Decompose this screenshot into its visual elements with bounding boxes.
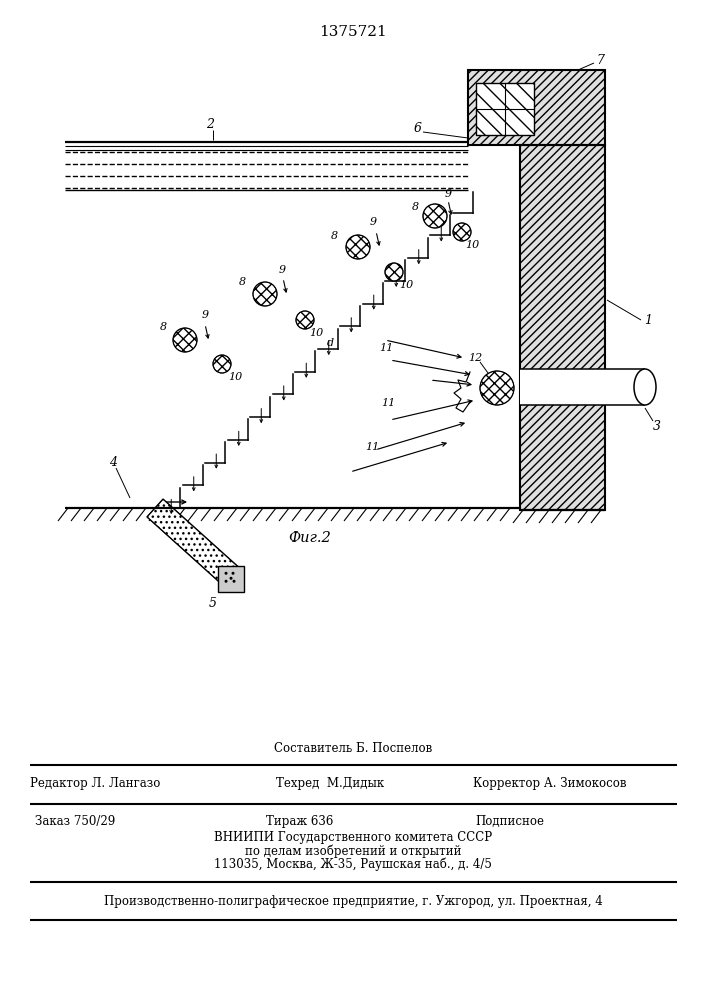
Text: Техред  М.Дидык: Техред М.Дидык [276, 778, 384, 790]
Text: 1375721: 1375721 [319, 25, 387, 39]
Text: 8: 8 [330, 231, 337, 241]
Bar [520, 145, 605, 510]
Circle shape [213, 355, 231, 373]
Circle shape [453, 223, 471, 241]
Text: 5: 5 [209, 597, 217, 610]
Text: 12: 12 [468, 353, 482, 363]
Text: Заказ 750/29: Заказ 750/29 [35, 814, 115, 828]
Text: 113035, Москва, Ж-35, Раушская наб., д. 4/5: 113035, Москва, Ж-35, Раушская наб., д. … [214, 857, 492, 871]
Bar [218, 566, 244, 592]
Text: 2: 2 [206, 118, 214, 131]
Text: 9: 9 [279, 265, 286, 275]
Bar [476, 83, 534, 135]
Circle shape [230, 577, 233, 580]
Bar [520, 145, 605, 510]
Circle shape [480, 371, 514, 405]
Text: Фиг.2: Фиг.2 [288, 531, 332, 545]
Circle shape [225, 580, 228, 583]
Text: по делам изобретений и открытий: по делам изобретений и открытий [245, 844, 461, 858]
Circle shape [346, 235, 370, 259]
Text: 8: 8 [238, 277, 245, 287]
Text: d: d [327, 338, 334, 348]
Text: 8: 8 [160, 322, 167, 332]
Text: 9: 9 [201, 310, 209, 320]
Text: 10: 10 [228, 372, 242, 382]
Text: ВНИИПИ Государственного комитета СССР: ВНИИПИ Государственного комитета СССР [214, 832, 492, 844]
Circle shape [173, 328, 197, 352]
Circle shape [253, 282, 277, 306]
Circle shape [233, 580, 235, 583]
Text: 10: 10 [465, 240, 479, 250]
Polygon shape [147, 499, 241, 587]
Text: 10: 10 [309, 328, 323, 338]
Text: 1: 1 [644, 314, 652, 326]
Text: Корректор А. Зимокосов: Корректор А. Зимокосов [473, 778, 626, 790]
Circle shape [296, 311, 314, 329]
Bar [468, 70, 605, 145]
Text: Составитель Б. Поспелов: Составитель Б. Поспелов [274, 742, 432, 756]
Text: 7: 7 [596, 53, 604, 66]
Circle shape [423, 204, 447, 228]
Ellipse shape [634, 369, 656, 405]
Text: 3: 3 [653, 420, 661, 434]
Bar [476, 83, 534, 135]
Text: 9: 9 [370, 217, 377, 227]
Circle shape [231, 572, 235, 575]
Text: 4: 4 [109, 456, 117, 468]
Text: 11: 11 [365, 442, 379, 452]
Text: 6: 6 [414, 121, 422, 134]
Bar [468, 70, 605, 145]
Text: 9: 9 [445, 189, 452, 199]
Bar [520, 369, 665, 405]
Circle shape [225, 572, 228, 575]
Circle shape [385, 263, 403, 281]
Text: 11: 11 [381, 398, 395, 408]
Text: 8: 8 [411, 202, 419, 212]
Text: 10: 10 [399, 280, 413, 290]
Text: 11: 11 [379, 343, 393, 353]
Text: Производственно-полиграфическое предприятие, г. Ужгород, ул. Проектная, 4: Производственно-полиграфическое предприя… [104, 896, 602, 908]
Text: Тираж 636: Тираж 636 [267, 814, 334, 828]
Text: Редактор Л. Лангазо: Редактор Л. Лангазо [30, 778, 160, 790]
Text: Подписное: Подписное [476, 814, 544, 828]
